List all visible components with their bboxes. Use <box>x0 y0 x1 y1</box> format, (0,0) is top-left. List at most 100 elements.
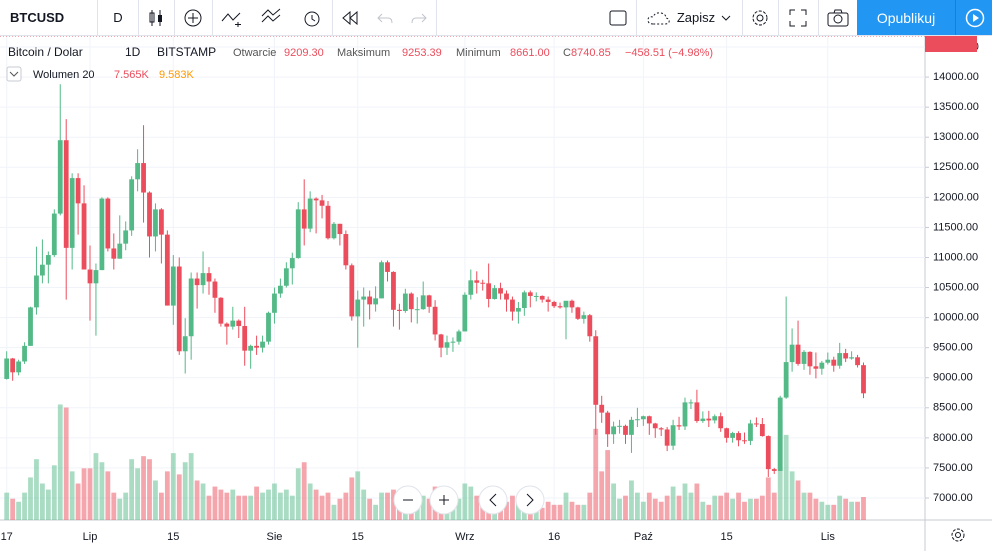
y-tick-label: 7500.00 <box>933 462 973 474</box>
candle-body <box>129 179 135 231</box>
candle-body <box>486 283 492 299</box>
x-tick-label: Paź <box>634 531 653 543</box>
volume-bar <box>646 492 652 520</box>
volume-bar <box>682 483 688 520</box>
replay-button[interactable] <box>332 0 368 35</box>
volume-bar <box>301 462 307 520</box>
volume-bar <box>736 492 741 520</box>
volume-bar <box>504 501 509 520</box>
collapse-button[interactable] <box>6 66 22 82</box>
publish-button[interactable]: Opublikuj <box>857 0 955 35</box>
undo-button[interactable] <box>368 0 402 35</box>
candle-body <box>141 163 146 193</box>
settings-icon[interactable] <box>951 528 965 542</box>
volume-bar <box>462 483 468 520</box>
volume-bar <box>640 501 646 520</box>
x-tick-label: 15 <box>167 531 179 543</box>
y-tick-label: 8500.00 <box>933 402 973 414</box>
volume-bar <box>629 480 634 520</box>
volume-bar <box>748 498 753 520</box>
candle-body <box>212 281 218 298</box>
candle-body <box>718 416 724 429</box>
volume-bar <box>474 495 480 520</box>
candle-body <box>545 299 551 302</box>
candle-body <box>295 209 301 259</box>
close-value: 8740.85 <box>571 47 611 59</box>
volume-bar <box>849 501 854 520</box>
volume-bar <box>4 492 10 520</box>
scroll-right-button[interactable] <box>515 485 545 515</box>
candle-body <box>426 295 432 307</box>
chart: 7000.00 7500.00 8000.00 8500.00 9000.00 9500.… <box>0 36 992 551</box>
volume-bar <box>617 498 622 520</box>
alert-button[interactable] <box>292 0 333 35</box>
volume-bar <box>456 498 462 520</box>
volume-bar <box>206 495 212 520</box>
candle-body <box>474 280 480 283</box>
volume-bar <box>813 498 819 520</box>
candle-body <box>765 436 771 470</box>
volume-bar <box>313 489 319 520</box>
x-tick-label: Wrz <box>455 531 474 543</box>
volume-bar <box>45 489 51 520</box>
volume-bar <box>343 492 349 520</box>
candle-body <box>28 307 33 346</box>
volume-bar <box>129 459 135 520</box>
candle-body <box>730 433 735 438</box>
volume-bar <box>93 453 99 520</box>
candle-body <box>498 288 503 294</box>
fullscreen-button[interactable] <box>778 0 819 35</box>
candle-body <box>248 345 254 351</box>
candle-body <box>105 198 111 249</box>
x-tick-label: Sie <box>266 531 282 543</box>
scroll-left-button[interactable] <box>478 485 508 515</box>
candle-body <box>748 423 753 441</box>
volume-bar <box>712 495 718 520</box>
candle-body <box>159 209 164 235</box>
volume-bar <box>283 489 289 520</box>
candle-body <box>569 300 575 308</box>
candle-body <box>837 353 843 366</box>
volume-bar <box>706 504 712 520</box>
volume-bar <box>272 483 277 520</box>
candle-body <box>432 306 438 335</box>
symbol[interactable]: BTCUSD <box>0 0 98 35</box>
volume-bar <box>510 495 515 520</box>
candle-body <box>313 198 319 201</box>
candle-body <box>605 412 611 435</box>
candle-body <box>57 140 63 214</box>
candle-body <box>266 312 271 342</box>
snapshot-button[interactable] <box>818 0 857 35</box>
indicators-button[interactable] <box>174 0 213 35</box>
candle-body <box>75 178 81 204</box>
play-button[interactable] <box>955 0 992 35</box>
candle-body <box>385 262 390 272</box>
layout-button[interactable] <box>600 0 637 35</box>
candle-body <box>813 366 819 369</box>
candle-body <box>533 295 539 297</box>
volume-bar <box>861 497 866 520</box>
y-tick-label: 10000.00 <box>933 312 979 324</box>
interval[interactable]: D <box>98 0 139 35</box>
volume-bar <box>99 462 105 520</box>
compare-button[interactable] <box>212 0 252 35</box>
redo-button[interactable] <box>402 0 437 35</box>
volume-bar <box>795 480 801 520</box>
candle-body <box>658 428 664 430</box>
volume-bar <box>295 468 301 520</box>
volume-bar <box>28 477 33 520</box>
candle-body <box>855 357 860 366</box>
candle-body <box>200 273 206 286</box>
candle-body <box>646 416 652 424</box>
candle-body <box>153 209 158 237</box>
candle-body <box>301 209 307 229</box>
chart-type-button[interactable] <box>138 0 175 35</box>
save-button[interactable]: Zapisz <box>636 0 743 35</box>
candle-body <box>176 266 182 352</box>
templates-button[interactable] <box>252 0 292 35</box>
volume-bar <box>81 468 87 520</box>
settings-button[interactable] <box>742 0 779 35</box>
candle-body <box>783 362 789 398</box>
volume-bar <box>783 434 789 520</box>
volume-bar <box>557 504 563 520</box>
